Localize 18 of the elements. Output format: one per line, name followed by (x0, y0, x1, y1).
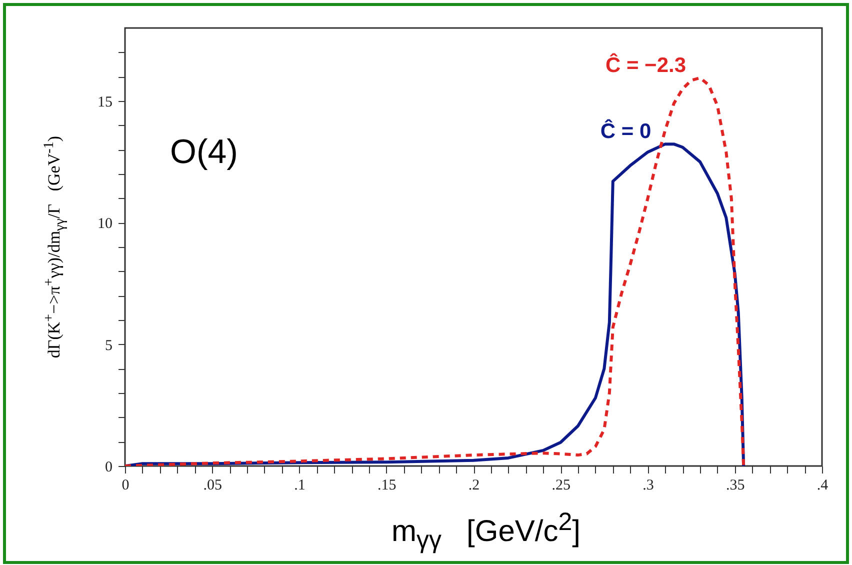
x-tick-label: .25 (552, 478, 570, 494)
x-tick-label: .2 (468, 478, 480, 494)
y-tick-label: 15 (98, 94, 112, 110)
x-tick-label: .05 (203, 478, 222, 494)
x-tick-label: 0 (122, 478, 130, 494)
x-tick-label: .15 (378, 478, 396, 494)
x-axis-title: m$_{γγ}$ [GeV/c$^{2}$] (390, 508, 582, 555)
x-tick-label: .4 (816, 478, 829, 494)
series-label: Ĉ = 0 (600, 119, 652, 144)
y-tick-label: 5 (105, 338, 112, 354)
annotation: O(4) (170, 133, 238, 171)
series-label: Ĉ = −2.3 (605, 52, 686, 77)
x-tick-label: .35 (726, 478, 745, 494)
y-tick-label: 10 (98, 216, 112, 232)
x-tick-label: .3 (642, 478, 654, 494)
x-tick-label: .1 (294, 478, 306, 494)
y-tick-label: 0 (105, 460, 112, 476)
line-series (125, 76, 746, 466)
